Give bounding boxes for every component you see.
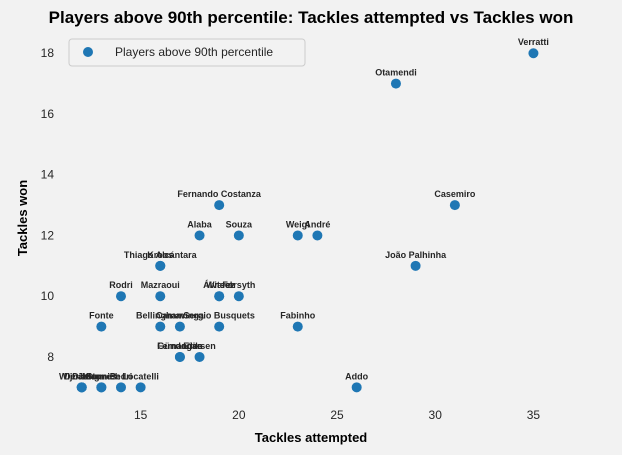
data-point	[155, 291, 166, 302]
data-point	[155, 260, 166, 271]
data-point-label: Fonte	[89, 311, 114, 321]
legend-box	[68, 38, 306, 67]
data-point-label: Mazraoui	[141, 280, 180, 290]
data-point	[351, 382, 362, 393]
data-point	[174, 351, 185, 362]
data-point	[528, 48, 539, 59]
data-point	[312, 230, 323, 241]
data-point-label: Casemiro	[434, 189, 476, 199]
data-point	[115, 382, 126, 393]
data-point-label: Dias	[72, 371, 91, 381]
data-point-label: Forsyth	[222, 280, 255, 290]
plot-area	[66, 35, 557, 401]
data-point-label: Fernando Costanza	[177, 189, 262, 199]
data-point	[292, 321, 303, 332]
data-point	[390, 78, 401, 89]
data-point-label: Camavinga	[156, 311, 205, 321]
x-tick-label: 25	[330, 408, 344, 422]
legend-label: Players above 90th percentile	[115, 45, 273, 59]
data-point	[233, 291, 244, 302]
legend-marker	[83, 47, 93, 57]
data-point	[214, 200, 225, 211]
data-point	[233, 230, 244, 241]
data-point-label: Kimmich	[82, 371, 120, 381]
data-point-label: João Palhinha	[385, 250, 447, 260]
x-tick-label: 15	[134, 408, 148, 422]
data-point-label: Addo	[345, 371, 368, 381]
points-layer	[76, 48, 539, 393]
data-point-label: Eriksen	[183, 341, 216, 351]
data-point-label: Rodri	[109, 280, 133, 290]
data-point-label: Thiago Alcántara	[124, 250, 198, 260]
data-point	[194, 351, 205, 362]
data-point	[155, 321, 166, 332]
data-point-label: Wijnaldum	[59, 371, 104, 381]
data-point-label: Stones	[86, 371, 116, 381]
data-point	[194, 230, 205, 241]
data-point-label: Álvarez	[203, 280, 236, 290]
y-tick-label: 12	[41, 228, 55, 242]
y-axis-label: Tackles won	[15, 180, 30, 256]
data-point	[115, 291, 126, 302]
data-point-label: Weigl	[286, 219, 310, 229]
data-point-label: Fabinho	[280, 311, 315, 321]
data-point-label: Souza	[226, 219, 253, 229]
data-point-label: André	[304, 219, 330, 229]
x-tick-label: 20	[232, 408, 246, 422]
y-tick-label: 14	[41, 168, 55, 182]
data-point-label: Alaba	[187, 219, 213, 229]
data-point-label: De Jong	[64, 371, 100, 381]
legend: Players above 90th percentile	[68, 38, 306, 67]
ticks-layer: 15 20 25 30 35 8 10 12 14 16 18	[41, 46, 541, 422]
data-point	[449, 200, 460, 211]
data-point-label: Gündoğan	[157, 341, 202, 351]
x-tick-label: 35	[527, 408, 541, 422]
data-point-label: Otamendi	[375, 68, 417, 78]
data-point	[135, 382, 146, 393]
x-axis-label: Tackles attempted	[255, 430, 368, 445]
data-point	[174, 321, 185, 332]
data-point	[214, 291, 225, 302]
data-point-label: Bellingham	[136, 311, 185, 321]
y-tick-label: 16	[41, 107, 55, 121]
data-point-label: Fernandes	[157, 341, 203, 351]
data-point	[76, 382, 87, 393]
data-point	[96, 321, 107, 332]
data-point	[214, 321, 225, 332]
data-point-label: Kroos	[147, 250, 173, 260]
point-labels-layer: Verratti Otamendi Fernando Costanza Casemir…	[59, 37, 549, 381]
chart-title: Players above 90th percentile: Tackles a…	[49, 8, 574, 27]
data-point	[410, 260, 421, 271]
data-point	[292, 230, 303, 241]
data-point-label: Witsel	[206, 280, 232, 290]
y-tick-label: 18	[41, 46, 55, 60]
y-tick-label: 10	[41, 289, 55, 303]
data-point-label: Pedri	[110, 371, 133, 381]
y-tick-label: 8	[47, 350, 54, 364]
data-point-label: Verratti	[518, 37, 549, 47]
data-point	[96, 382, 107, 393]
data-point-label: Locatelli	[122, 371, 159, 381]
data-point-label: Sergio Busquets	[183, 311, 255, 321]
x-tick-label: 30	[429, 408, 443, 422]
